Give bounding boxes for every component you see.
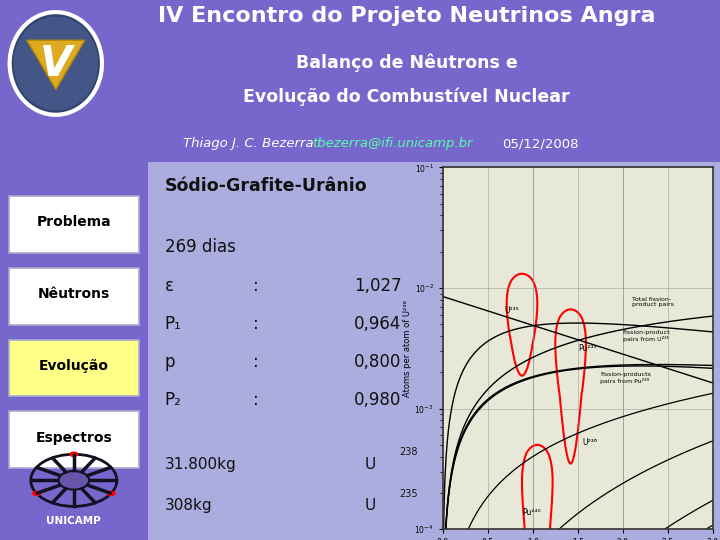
Text: 238: 238 — [400, 447, 418, 457]
Y-axis label: Atoms per atom of U²³⁸: Atoms per atom of U²³⁸ — [402, 300, 412, 397]
Text: U²³⁶: U²³⁶ — [582, 438, 597, 447]
Text: Evolução: Evolução — [39, 359, 109, 373]
Text: Fission-product
pairs from U²³⁵: Fission-product pairs from U²³⁵ — [623, 330, 670, 342]
Text: V: V — [40, 43, 72, 85]
Polygon shape — [27, 40, 85, 89]
FancyBboxPatch shape — [9, 268, 139, 325]
Circle shape — [58, 471, 89, 490]
Text: tbezerra@ifi.unicamp.br: tbezerra@ifi.unicamp.br — [312, 137, 472, 150]
Text: ε: ε — [165, 278, 174, 295]
Text: Pu²³⁹: Pu²³⁹ — [577, 344, 596, 353]
Text: Sódio-Grafite-Urânio: Sódio-Grafite-Urânio — [165, 177, 367, 195]
Text: U: U — [365, 498, 377, 514]
Text: Pu²⁴⁰: Pu²⁴⁰ — [522, 509, 541, 517]
Text: :: : — [253, 315, 259, 333]
Text: :: : — [253, 353, 259, 371]
Text: Espectros: Espectros — [35, 431, 112, 445]
Text: Balanço de Nêutrons e: Balanço de Nêutrons e — [296, 53, 518, 72]
Text: 308kg: 308kg — [165, 498, 212, 514]
Text: 0,964: 0,964 — [354, 315, 401, 333]
Text: Evolução do Combustível Nuclear: Evolução do Combustível Nuclear — [243, 87, 570, 106]
Text: :: : — [253, 278, 259, 295]
Circle shape — [32, 490, 41, 496]
Text: 05/12/2008: 05/12/2008 — [502, 137, 578, 150]
Text: U²³⁵: U²³⁵ — [504, 306, 519, 315]
FancyBboxPatch shape — [9, 411, 139, 468]
Text: Fission-products
pairs from Pu²³⁹: Fission-products pairs from Pu²³⁹ — [600, 372, 651, 384]
Text: 269 dias: 269 dias — [165, 238, 235, 255]
Text: P₂: P₂ — [165, 391, 181, 409]
Text: :: : — [253, 391, 259, 409]
FancyBboxPatch shape — [9, 340, 139, 396]
Circle shape — [9, 12, 102, 115]
Text: UNICAMP: UNICAMP — [46, 516, 102, 525]
Text: Nêutrons: Nêutrons — [37, 287, 110, 301]
Text: 235: 235 — [400, 489, 418, 499]
Circle shape — [14, 17, 98, 110]
FancyBboxPatch shape — [148, 162, 720, 540]
Text: 1,027: 1,027 — [354, 278, 401, 295]
Text: Problema: Problema — [37, 215, 111, 230]
Circle shape — [69, 451, 78, 457]
Text: P₁: P₁ — [165, 315, 181, 333]
Text: IV Encontro do Projeto Neutrinos Angra: IV Encontro do Projeto Neutrinos Angra — [158, 6, 655, 26]
Text: Thiago J. C. Bezerra: Thiago J. C. Bezerra — [183, 137, 314, 150]
Circle shape — [107, 490, 116, 496]
Text: Total fission-
product pairs: Total fission- product pairs — [632, 296, 674, 307]
Text: p: p — [165, 353, 175, 371]
Text: U: U — [365, 457, 377, 472]
Text: 0,800: 0,800 — [354, 353, 401, 371]
FancyBboxPatch shape — [9, 196, 139, 253]
Text: 31.800kg: 31.800kg — [165, 457, 237, 472]
Text: 0,980: 0,980 — [354, 391, 401, 409]
